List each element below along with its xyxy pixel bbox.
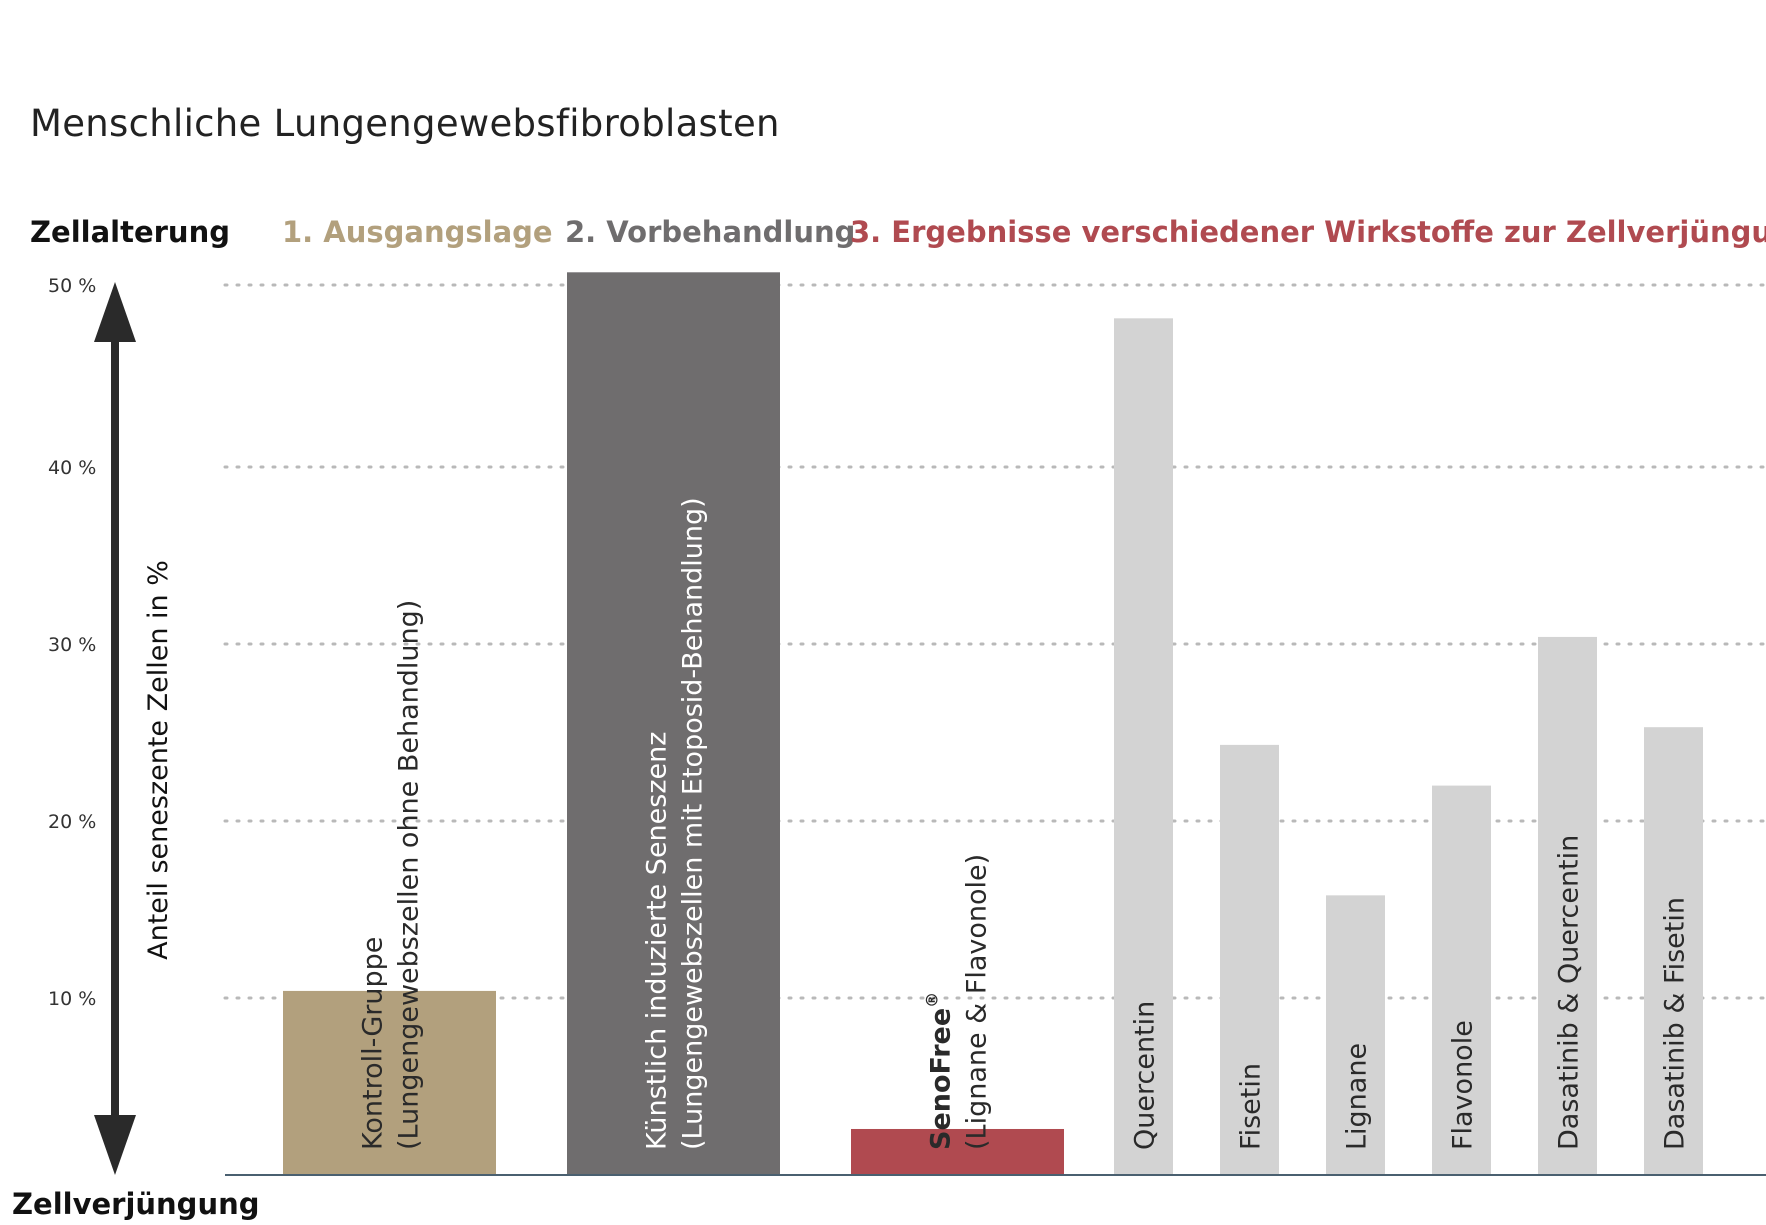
bar-other-8 [1644,727,1703,1175]
bar-other-6 [1432,785,1491,1175]
bar-label-line: Quercentin [1130,1001,1161,1150]
bar-other-7 [1538,636,1597,1175]
bar-other-3 [1114,318,1173,1175]
bar-other-4 [1220,744,1279,1175]
chart-title: Menschliche Lungengewebsfibroblasten [30,102,780,145]
arrow-up-icon [94,282,136,342]
bar-label-line: (Lignane & Flavonole) [962,854,993,1150]
bar-label-line: (Lungengewebszellen ohne Behandlung) [394,600,425,1150]
y-tick-label: 20 % [48,811,96,833]
bars [283,272,1703,1175]
top-label-zellalterung: Zellalterung [30,215,230,249]
y-tick-labels: 50 % 40 % 30 % 20 % 10 % [48,275,96,1010]
bar-label-line: Lignane [1342,1043,1373,1150]
bar-label-line: Künstlich induzierte Seneszenz [642,732,673,1150]
arrow-down-icon [94,1115,136,1175]
bar-pretreatment-1 [567,272,780,1175]
y-tick-label: 10 % [48,988,96,1010]
gridlines [223,283,1766,1000]
y-double-arrow [94,282,136,1175]
bar-senofree-2 [851,1128,1064,1175]
bar-label-line: Flavonole [1448,1020,1479,1150]
y-tick-label: 50 % [48,275,96,297]
bar-label-line: Fisetin [1236,1063,1267,1150]
bar-baseline-0 [283,990,496,1175]
bar-label-line: Dasatinib & Quercentin [1554,835,1585,1150]
bar-label-line: (Lungengewebszellen mit Etoposid-Behandl… [678,497,709,1150]
bar-label-line: Kontroll-Gruppe [358,937,389,1150]
section-heading-results: 3. Ergebnisse verschiedener Wirkstoffe z… [850,215,1766,249]
bottom-label-zellverjuengung: Zellverjüngung [12,1187,260,1221]
bar-label-line: Dasatinib & Fisetin [1660,897,1691,1150]
y-tick-label: 30 % [48,634,96,656]
y-axis-label: Anteil seneszente Zellen in % [143,560,174,960]
section-heading-baseline: 1. Ausgangslage [282,215,553,249]
y-tick-label: 40 % [48,457,96,479]
section-heading-pretreatment: 2. Vorbehandlung [565,215,855,249]
bar-other-5 [1326,895,1385,1175]
registered-mark: ® [923,992,942,1008]
bar-labels: Kontroll-Gruppe (Lungengewebszellen ohne … [358,497,1691,1150]
bar-label-line: SenoFree® [923,992,957,1150]
